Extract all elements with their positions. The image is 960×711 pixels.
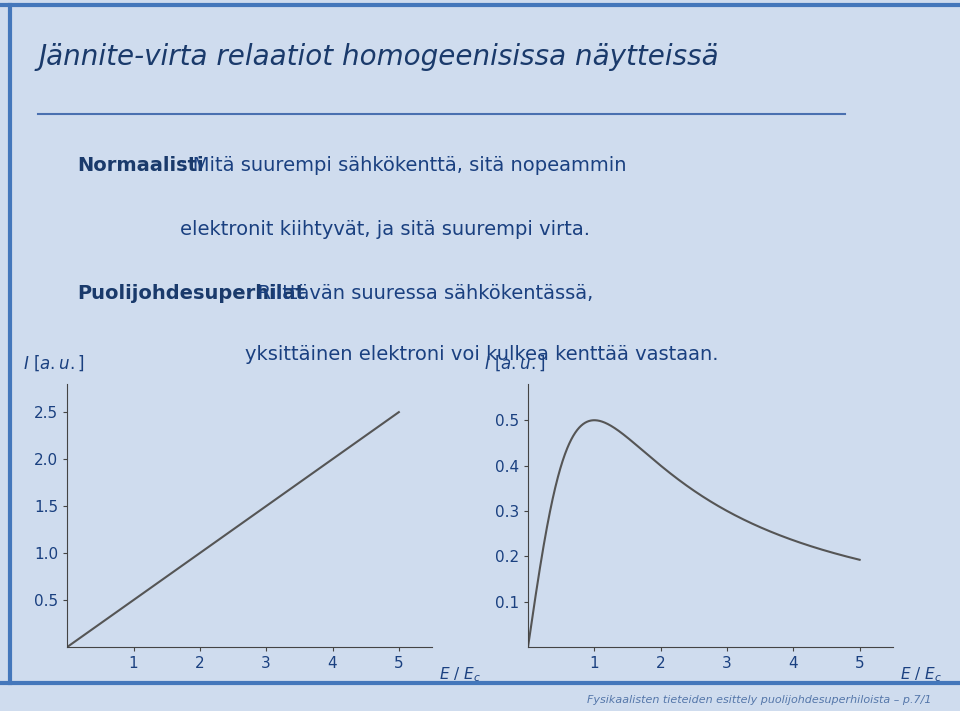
Text: Normaalisti: Normaalisti — [77, 156, 204, 176]
Text: Jännite-virta relaatiot homogeenisissa näytteissä: Jännite-virta relaatiot homogeenisissa n… — [38, 43, 719, 70]
Text: : Riittävän suuressa sähkökentässä,: : Riittävän suuressa sähkökentässä, — [245, 284, 593, 304]
Text: elektronit kiihtyvät, ja sitä suurempi virta.: elektronit kiihtyvät, ja sitä suurempi v… — [180, 220, 589, 240]
Text: $I\ [a.u.]$: $I\ [a.u.]$ — [23, 354, 85, 373]
Text: $E\ /\ E_c$: $E\ /\ E_c$ — [440, 665, 481, 684]
Text: $I\ [a.u.]$: $I\ [a.u.]$ — [484, 354, 546, 373]
Text: Puolijohdesuperhilat: Puolijohdesuperhilat — [77, 284, 304, 304]
Text: $E\ /\ E_c$: $E\ /\ E_c$ — [900, 665, 942, 684]
Text: Fysikaalisten tieteiden esittely puolijohdesuperhiloista – p.7/1: Fysikaalisten tieteiden esittely puolijo… — [587, 695, 931, 705]
Text: yksittäinen elektroni voi kulkea kenttää vastaan.: yksittäinen elektroni voi kulkea kenttää… — [245, 345, 718, 364]
Text: : Mitä suurempi sähkökenttä, sitä nopeammin: : Mitä suurempi sähkökenttä, sitä nopeam… — [180, 156, 626, 176]
